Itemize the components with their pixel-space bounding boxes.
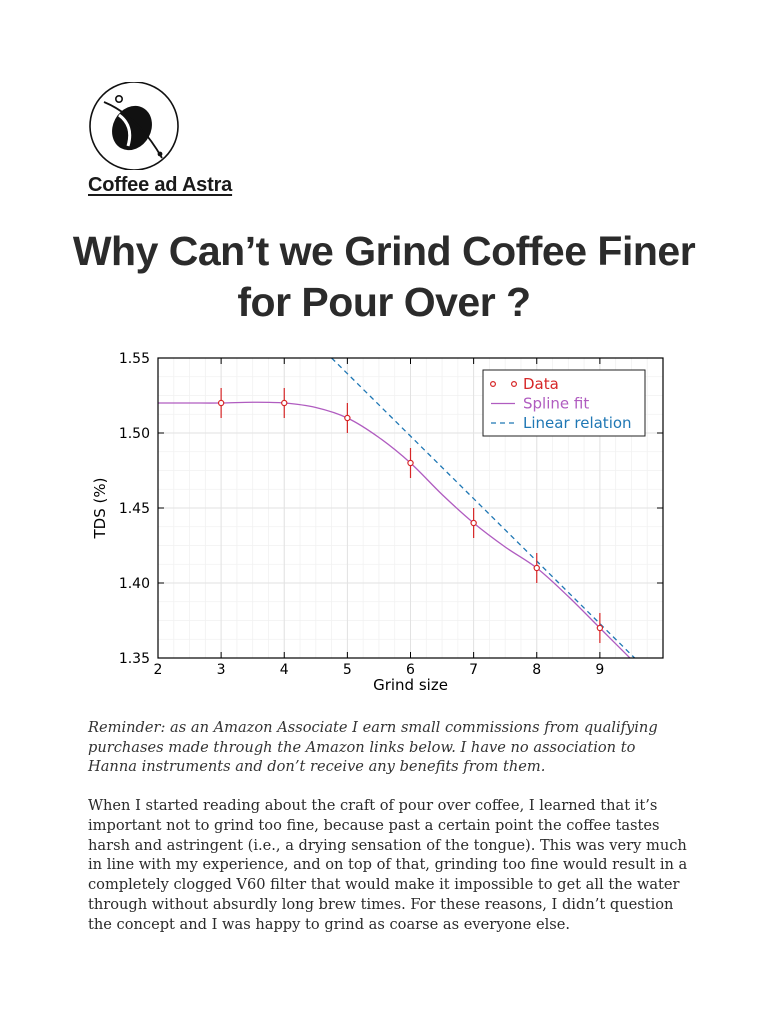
legend-marker xyxy=(511,380,518,387)
y-tick-label: 1.55 xyxy=(119,351,150,367)
body-paragraph: When I started reading about the craft o… xyxy=(88,797,688,933)
x-tick-label: 6 xyxy=(406,662,415,678)
legend-label: Linear relation xyxy=(523,414,632,432)
x-tick-label: 3 xyxy=(217,662,226,678)
y-tick-label: 1.45 xyxy=(119,501,150,517)
legend-label: Data xyxy=(523,375,559,393)
data-point xyxy=(470,519,477,527)
spline-fit-line xyxy=(158,401,631,658)
affiliate-disclaimer: Reminder: as an Amazon Associate I earn … xyxy=(88,719,658,775)
post-title: Why Can’t we Grind Coffee Finer for Pour… xyxy=(72,228,696,325)
site-logo[interactable] xyxy=(88,81,180,171)
data-point xyxy=(217,399,225,407)
tds-vs-grind-chart: 2 3 4 5 6 7 8 9 1.35 1.40 1.45 1.50 1.55 Grind size … xyxy=(88,348,678,700)
data-point xyxy=(344,414,351,422)
x-tick-label: 4 xyxy=(280,662,289,678)
x-tick-label: 9 xyxy=(595,662,604,678)
x-tick-label: 2 xyxy=(154,662,163,678)
data-point xyxy=(596,624,604,632)
blog-name-link[interactable]: Coffee ad Astra xyxy=(88,174,233,196)
x-tick-label: 8 xyxy=(532,662,541,678)
y-tick-label: 1.40 xyxy=(119,576,150,592)
coffee-bean-orbit-icon xyxy=(89,81,179,171)
legend-marker xyxy=(490,380,497,387)
x-tick-label: 7 xyxy=(469,662,478,678)
y-tick-label: 1.35 xyxy=(119,651,150,667)
y-axis-label: TDS (%) xyxy=(91,478,109,540)
data-point xyxy=(281,399,288,407)
data-point xyxy=(533,564,540,572)
x-tick-label: 5 xyxy=(343,662,352,678)
data-point xyxy=(407,459,414,467)
chart-svg: 2 3 4 5 6 7 8 91.351.401.451.501.55 Grind size … xyxy=(91,351,664,694)
linear-relation-line xyxy=(331,358,636,658)
y-tick-label: 1.50 xyxy=(119,426,150,442)
x-axis-label: Grind size xyxy=(373,676,448,694)
legend-label: Spline fit xyxy=(523,395,589,413)
